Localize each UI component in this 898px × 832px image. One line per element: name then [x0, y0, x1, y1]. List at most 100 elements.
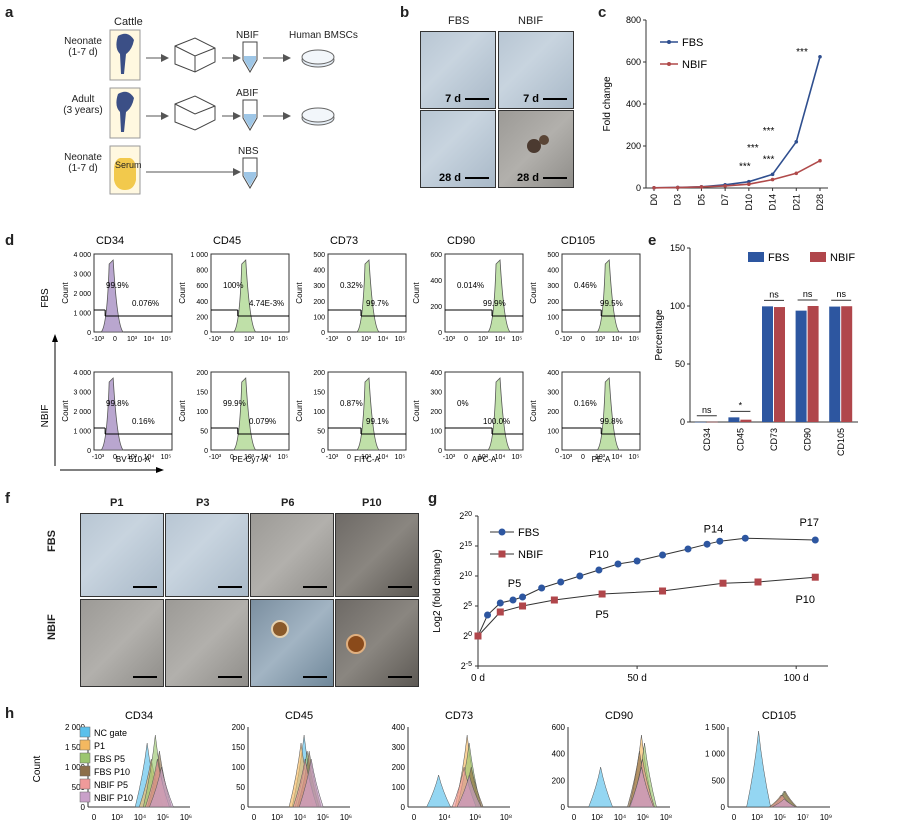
legend-label: NC gate	[94, 728, 127, 738]
histogram-peak	[232, 377, 257, 451]
y-tick-label: 200	[313, 299, 325, 306]
cell-colony	[346, 634, 366, 654]
histogram-peak	[588, 766, 614, 808]
x-tick-label: 10⁶	[180, 813, 192, 822]
data-point	[703, 540, 711, 548]
significance-label: ***	[739, 162, 751, 173]
y-tick-label: 2 000	[73, 291, 91, 298]
row1-source: Neonate (1-7 d)	[64, 36, 102, 58]
histogram-frame	[93, 253, 173, 333]
micrograph-nbif-p6	[250, 599, 334, 687]
y-tick-label: 300	[392, 743, 406, 752]
data-point	[633, 557, 641, 565]
data-point	[716, 537, 724, 545]
y-tick-label: 0	[81, 803, 86, 812]
x-axis-title: FITC-A	[354, 455, 380, 464]
x-tick-label: 100 d	[784, 673, 809, 684]
x-tick-label: -10³	[326, 336, 339, 343]
y-tick-label: 150	[196, 390, 208, 397]
x-tick-label: 0	[464, 336, 468, 343]
bar-nbif	[774, 307, 785, 422]
data-point	[684, 545, 692, 553]
histogram-frame	[444, 253, 524, 333]
y-tick-label: 300	[547, 390, 559, 397]
histogram-peak	[100, 377, 125, 451]
x-tick-label: -10³	[92, 336, 105, 343]
y-tick-label: 400	[626, 99, 641, 109]
legend-label: NBIF P5	[94, 780, 128, 790]
y-axis-title: Count	[529, 400, 538, 422]
gate-percent: 100%	[223, 281, 243, 290]
arrow-head-icon	[52, 334, 58, 342]
row-label-nbif: NBIF	[40, 405, 51, 428]
x-tick-label: 0	[113, 454, 117, 461]
y-tick-label: 0	[401, 803, 406, 812]
y-axis-title: Count	[529, 282, 538, 304]
histogram-peak	[596, 377, 621, 451]
legend-label: FBS P5	[94, 754, 125, 764]
y-tick-label: 150	[670, 243, 685, 253]
x-tick-label: 10⁴	[495, 336, 506, 343]
y-tick-label: 100	[670, 301, 685, 311]
y-tick-label: 25	[463, 601, 472, 612]
data-point	[699, 185, 704, 189]
x-tick-label: 10⁵	[629, 454, 640, 461]
histogram-peak	[771, 798, 797, 808]
y-tick-label: 50	[200, 429, 208, 436]
micrograph-fbs-p3	[165, 513, 249, 597]
y-tick-label: 0	[555, 330, 559, 337]
tube-icon	[242, 41, 258, 73]
y-tick-label: 300	[547, 283, 559, 290]
marker-title: CD90	[447, 235, 475, 247]
panel-label-b: b	[400, 4, 410, 21]
row3-product: NBS	[238, 146, 259, 157]
f-row-nbif: NBIF	[46, 614, 58, 640]
legend-label: FBS P10	[94, 767, 130, 777]
y-tick-label: 0	[721, 803, 726, 812]
x-tick-label: 10⁴	[378, 336, 389, 343]
y-tick-label: 4 000	[73, 252, 91, 259]
y-axis-title: Count	[412, 400, 421, 422]
y-axis-title: Count	[295, 400, 304, 422]
marker-title: CD45	[285, 710, 313, 722]
x-tick-label: CD90	[803, 428, 813, 451]
x-tick-label: D3	[673, 194, 683, 206]
bar-nbif	[807, 306, 819, 422]
marker-title: CD90	[605, 710, 633, 722]
f-col-p3: P3	[196, 497, 210, 509]
bar-fbs	[694, 421, 706, 423]
data-point	[723, 184, 727, 188]
y-tick-label: 1 000	[73, 311, 91, 318]
x-tick-label: 10³	[478, 336, 489, 343]
data-point	[747, 182, 751, 187]
data-point	[652, 185, 656, 190]
row3-source: Neonate (1-7 d)	[64, 152, 102, 174]
x-tick-label: -10³	[560, 336, 573, 343]
y-axis-title: Count	[61, 282, 70, 304]
x-tick-label: 0	[464, 454, 468, 461]
row-label-fbs: FBS	[40, 288, 51, 308]
y-tick-label: 200	[547, 299, 559, 306]
dish-icon	[301, 49, 335, 68]
data-point	[818, 54, 822, 59]
significance-label: ns	[803, 289, 813, 299]
histogram-frame	[444, 371, 524, 451]
x-tick-label: 10²	[591, 813, 603, 822]
x-tick-label: 10³	[244, 336, 255, 343]
y-tick-label: 1 500	[65, 743, 86, 752]
x-tick-label: 10⁴	[261, 454, 272, 461]
micrograph-fbs-p1	[80, 513, 164, 597]
legend-marker	[498, 528, 506, 536]
x-tick-label: 10⁸	[500, 813, 512, 822]
y-tick-label: 100	[196, 409, 208, 416]
y-tick-label: 200	[430, 304, 442, 311]
x-tick-label: 10⁵	[774, 813, 786, 822]
chart-e: 0 50 100 150 Percentage CD34 ns CD45 * CD73 ns CD90…	[654, 243, 858, 456]
gate-percent: 0.014%	[457, 281, 484, 290]
y-tick-label: 0	[636, 183, 641, 193]
marker-title: CD45	[213, 235, 241, 247]
gate-percent: 99.9%	[483, 299, 506, 308]
y-tick-label: 600	[552, 723, 566, 732]
micrograph-nbif-7d: 7 d	[498, 31, 574, 109]
y-axis-title: Count	[412, 282, 421, 304]
